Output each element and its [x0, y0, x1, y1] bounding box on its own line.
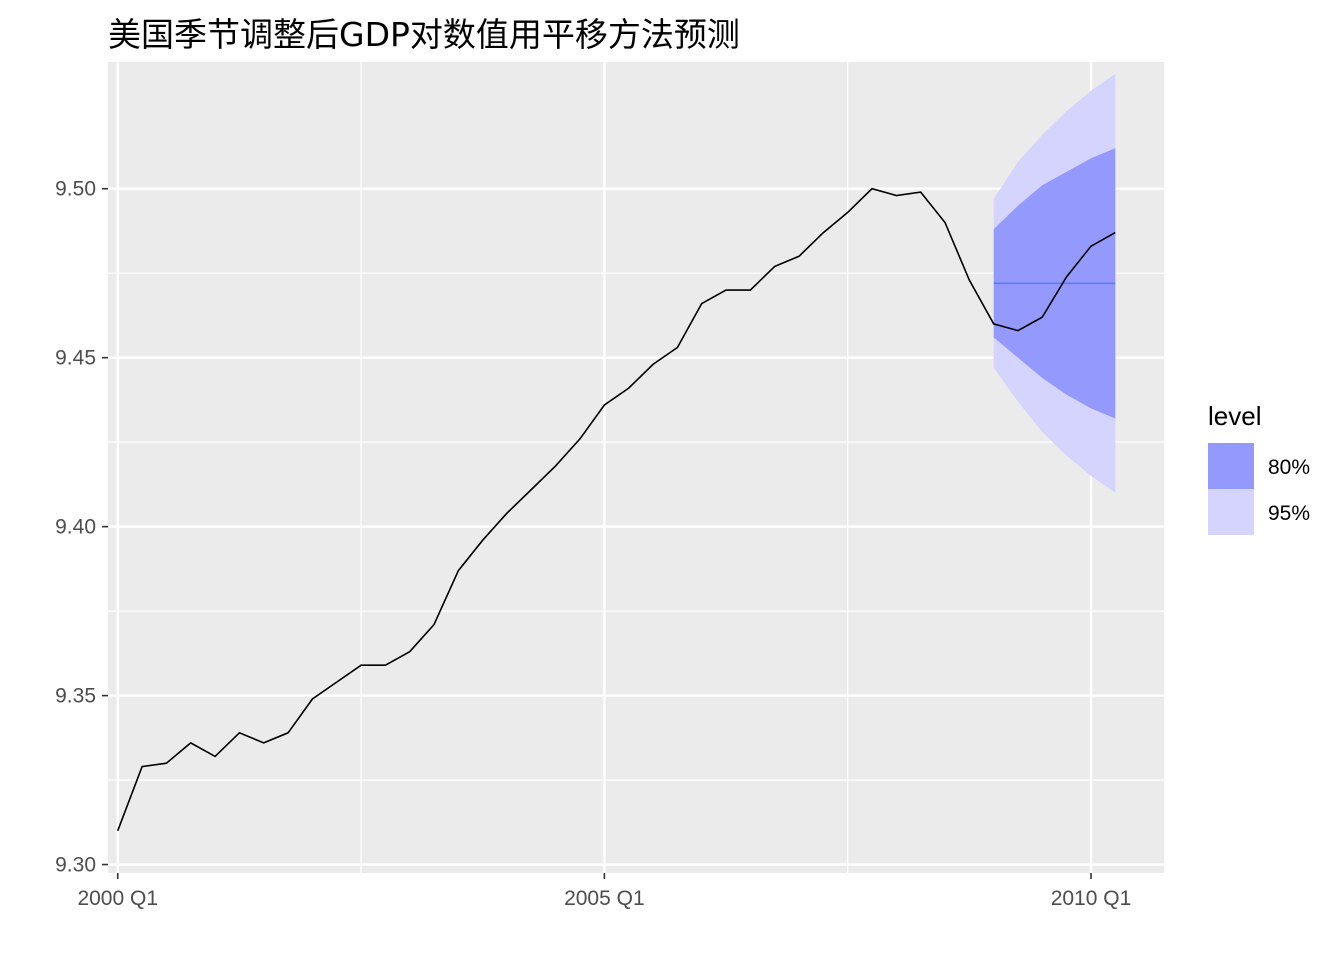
major-gridlines: [108, 62, 1164, 873]
x-axis: 2000 Q1 2005 Q1 2010 Q1: [77, 873, 1131, 910]
legend-swatch-95: [1208, 489, 1254, 535]
y-tick-label: 9.30: [55, 854, 96, 877]
y-tick-label: 9.40: [55, 516, 96, 539]
series-lines: [116, 187, 1116, 832]
y-tick-label: 9.50: [55, 178, 96, 201]
y-axis: 9.30 9.35 9.40 9.45 9.50: [55, 178, 108, 877]
y-tick-label: 9.35: [55, 685, 96, 708]
legend-swatch-80: [1208, 443, 1254, 489]
legend-label-80: 80%: [1268, 456, 1310, 479]
x-tick-label: 2005 Q1: [564, 887, 645, 910]
actual-series-line: [116, 187, 1116, 832]
y-tick-label: 9.45: [55, 347, 96, 370]
legend-label-95: 95%: [1268, 502, 1310, 525]
minor-gridlines: [108, 62, 1164, 873]
legend: level 80% 95%: [1208, 401, 1310, 535]
plot-panel: [108, 62, 1164, 873]
legend-title: level: [1208, 401, 1261, 431]
x-tick-label: 2000 Q1: [77, 887, 158, 910]
chart-title: 美国季节调整后GDP对数值用平移方法预测: [108, 15, 740, 54]
x-tick-label: 2010 Q1: [1051, 887, 1132, 910]
